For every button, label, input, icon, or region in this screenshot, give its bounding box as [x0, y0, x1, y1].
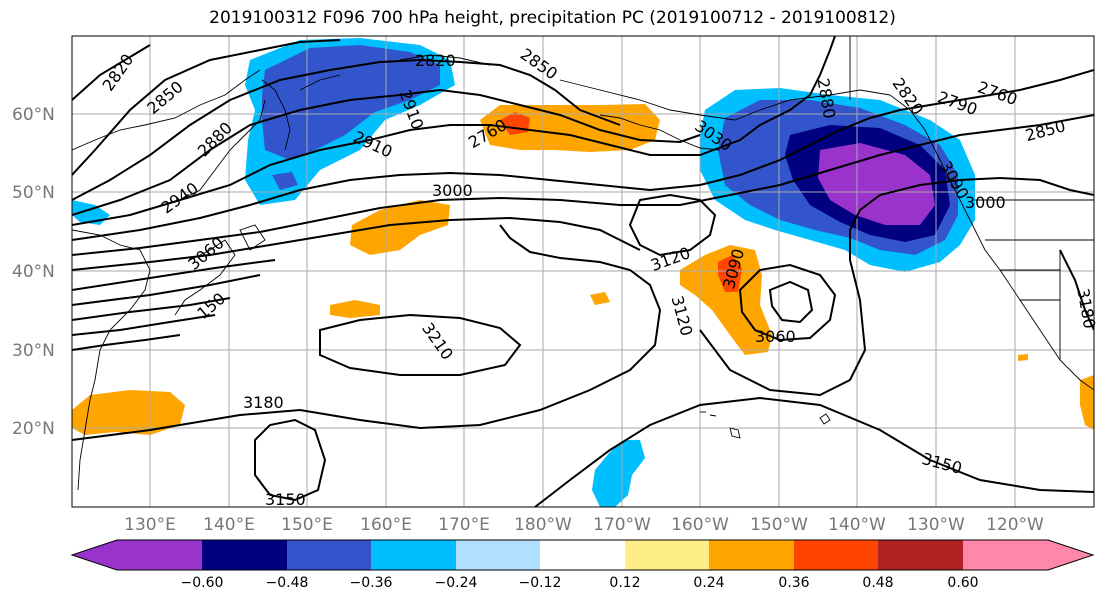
contour-label: 3000	[432, 181, 473, 200]
colorbar-tick: 0.24	[693, 575, 724, 591]
colorbar-tick: 0.36	[778, 575, 809, 591]
pos-anomaly-midpacific	[350, 200, 450, 255]
map-border	[71, 35, 1095, 508]
precip-shading	[72, 38, 1094, 507]
colorbar: −0.60 −0.48 −0.36 −0.24 −0.12 0.12 0.24 …	[70, 539, 1095, 591]
longitude-labels: 130°E 140°E 150°E 160°E 170°E 180°W 170°…	[124, 515, 1044, 535]
contour-label: 2820	[415, 51, 456, 70]
colorbar-swatch	[72, 540, 202, 570]
colorbar-swatch	[625, 540, 709, 570]
neg-anomaly-subtropical	[592, 440, 645, 507]
lon-label: 180°W	[514, 515, 572, 535]
colorbar-swatch	[878, 540, 963, 570]
lon-label: 140°E	[203, 515, 255, 535]
colorbar-swatch	[287, 540, 371, 570]
lon-label: 130°E	[124, 515, 176, 535]
colorbar-swatch	[371, 540, 456, 570]
colorbar-swatch	[202, 540, 287, 570]
colorbar-tick: −0.12	[519, 575, 562, 591]
lon-label: 170°W	[593, 515, 651, 535]
colorbar-tick: 0.60	[947, 575, 978, 591]
height-contours	[72, 36, 1094, 507]
colorbar-swatch	[709, 540, 794, 570]
contour-label: 3150	[265, 490, 306, 509]
lon-label: 170°E	[438, 515, 490, 535]
lat-label-50n: 50°N	[12, 183, 55, 203]
colorbar-tick: 0.12	[609, 575, 640, 591]
colorbar-tick: −0.36	[350, 575, 393, 591]
colorbar-swatch	[540, 540, 625, 570]
colorbar-tick: 0.48	[862, 575, 893, 591]
lat-label-20n: 20°N	[12, 419, 55, 439]
contour-label: 3180	[243, 393, 284, 412]
pos-anomaly-ne-pacific	[680, 245, 772, 355]
lat-label-40n: 40°N	[12, 262, 55, 282]
pos-anomaly-western-tropical	[72, 390, 185, 435]
lon-label: 130°W	[907, 515, 965, 535]
lon-label: 160°E	[360, 515, 412, 535]
lon-label: 120°W	[986, 515, 1044, 535]
map-title: 2019100312 F096 700 hPa height, precipit…	[209, 8, 896, 28]
colorbar-swatch	[794, 540, 878, 570]
lat-label-30n: 30°N	[12, 341, 55, 361]
colorbar-tick: −0.24	[435, 575, 478, 591]
lon-label: 140°W	[828, 515, 886, 535]
lon-label: 150°E	[281, 515, 333, 535]
colorbar-outline	[70, 539, 1095, 571]
lat-label-60n: 60°N	[12, 105, 55, 125]
contour-label: 3060	[755, 327, 796, 346]
map-gridlines	[72, 36, 1094, 507]
latitude-labels: 60°N 50°N 40°N 30°N 20°N	[12, 105, 55, 439]
coastlines	[72, 36, 1094, 491]
lon-label: 160°W	[671, 515, 729, 535]
colorbar-swatch	[963, 540, 1093, 570]
contour-label: 3000	[965, 193, 1006, 212]
lon-label: 150°W	[750, 515, 808, 535]
colorbar-swatch	[456, 540, 540, 570]
colorbar-tick: −0.60	[181, 575, 224, 591]
colorbar-tick: −0.48	[266, 575, 309, 591]
